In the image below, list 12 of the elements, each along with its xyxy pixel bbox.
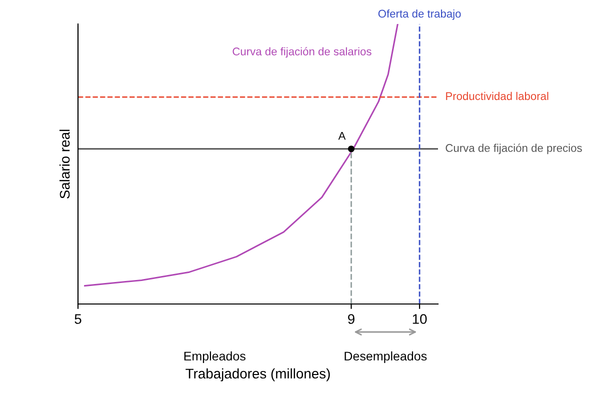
- x-tick-label: 10: [412, 314, 427, 324]
- annotation: A: [338, 132, 346, 140]
- text: Empleados: [184, 351, 246, 364]
- ref-line-label: Productividad laboral: [446, 92, 548, 100]
- ref-line-label: Oferta de trabajo: [378, 9, 461, 20]
- text: Desempleados: [344, 351, 427, 364]
- y-axis-title: Salario real: [59, 130, 70, 198]
- series-label: Curva de fijación de salarios: [232, 47, 372, 58]
- x-tick-label: 5: [74, 314, 82, 324]
- x-tick-label: 9: [348, 314, 354, 324]
- ref-line-label: Curva de fijación de precios: [446, 144, 582, 154]
- x-axis-title: Trabajadores (millones): [186, 368, 330, 382]
